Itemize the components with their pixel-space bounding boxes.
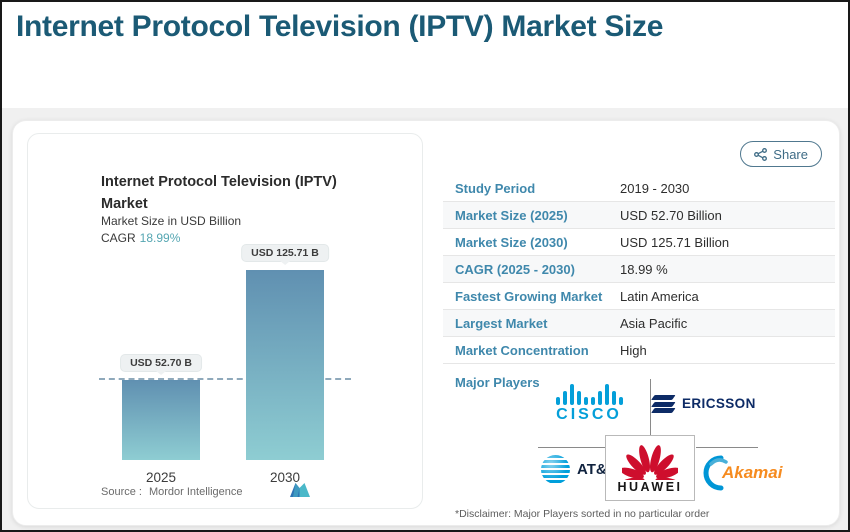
x-axis-label-2030: 2030 <box>269 470 301 485</box>
ericsson-bars-icon <box>651 393 676 415</box>
source-attribution: Source : Mordor Intelligence <box>101 486 243 498</box>
table-row: Study Period 2019 - 2030 <box>443 175 835 202</box>
market-overview-card: Internet Protocol Television (IPTV) Mark… <box>12 120 840 526</box>
table-row: CAGR (2025 - 2030) 18.99 % <box>443 256 835 283</box>
page-title: Internet Protocol Television (IPTV) Mark… <box>16 10 664 43</box>
chart-title-line2: Market <box>101 195 148 212</box>
major-players-label: Major Players <box>455 375 540 390</box>
chart-card: Internet Protocol Television (IPTV) Mark… <box>27 133 423 509</box>
table-row: Market Size (2025) USD 52.70 Billion <box>443 202 835 229</box>
table-row: Largest Market Asia Pacific <box>443 310 835 337</box>
stat-label: Market Size (2030) <box>455 234 568 250</box>
stat-label: Market Size (2025) <box>455 207 568 223</box>
stat-label: Fastest Growing Market <box>455 288 603 304</box>
ericsson-wordmark: ERICSSON <box>682 396 756 412</box>
chart-title-line1: Internet Protocol Television (IPTV) <box>101 174 337 190</box>
bar-value-label-2025: USD 52.70 B <box>121 355 201 371</box>
table-row: Market Concentration High <box>443 337 835 364</box>
table-row: Fastest Growing Market Latin America <box>443 283 835 310</box>
cagr-value: 18.99% <box>139 231 181 245</box>
reference-dashed-line <box>99 378 351 380</box>
stat-value: USD 52.70 Billion <box>620 207 722 223</box>
source-label: Source : <box>101 486 142 498</box>
bar-value-label-2030: USD 125.71 B <box>242 245 328 261</box>
stat-value: High <box>620 342 647 358</box>
table-row: Market Size (2030) USD 125.71 Billion <box>443 229 835 256</box>
source-value: Mordor Intelligence <box>148 486 243 498</box>
stat-value: 2019 - 2030 <box>620 180 690 196</box>
stat-label: Study Period <box>455 180 536 196</box>
bar-2025 <box>122 380 200 460</box>
akamai-logo: Akamai <box>701 455 782 491</box>
logo-divider-horizontal-right <box>696 447 758 448</box>
mordor-intelligence-logo-icon <box>290 483 310 497</box>
market-stats-table: Study Period 2019 - 2030 Market Size (20… <box>443 175 835 364</box>
share-button-label: Share <box>773 146 808 162</box>
cisco-wordmark: CISCO <box>556 406 622 423</box>
chart-cagr: CAGR 18.99% <box>101 231 180 245</box>
ericsson-logo: ERICSSON <box>651 393 756 415</box>
logo-divider-horizontal-left <box>538 447 605 448</box>
huawei-flower-icon <box>622 445 678 480</box>
share-icon <box>754 147 768 161</box>
stat-value: Asia Pacific <box>620 315 688 331</box>
stat-label: Largest Market <box>455 315 548 331</box>
huawei-logo: HUAWEI <box>605 435 695 501</box>
chart-subtitle: Market Size in USD Billion <box>101 214 242 228</box>
stat-value: 18.99 % <box>620 261 668 277</box>
stat-value: USD 125.71 Billion <box>620 234 730 250</box>
disclaimer-text: *Disclaimer: Major Players sorted in no … <box>455 508 710 520</box>
huawei-wordmark: HUAWEI <box>617 480 683 494</box>
bar-2030 <box>246 270 324 460</box>
chart-title: Internet Protocol Television (IPTV) Mark… <box>101 172 391 216</box>
cisco-bridge-icon <box>543 383 635 405</box>
x-axis-label-2025: 2025 <box>145 470 177 485</box>
stat-label: Market Concentration <box>455 342 589 358</box>
stat-value: Latin America <box>620 288 699 304</box>
stat-label: CAGR (2025 - 2030) <box>455 261 575 277</box>
cisco-logo: CISCO <box>543 383 635 424</box>
cagr-label: CAGR <box>101 231 136 245</box>
share-button[interactable]: Share <box>740 141 822 167</box>
akamai-wave-icon <box>703 455 728 491</box>
att-globe-icon <box>541 455 570 484</box>
akamai-wordmark: Akamai <box>722 463 783 482</box>
logo-divider-vertical <box>650 379 651 435</box>
bar-chart: USD 52.70 B 2025 USD 125.71 B 2030 <box>99 244 375 485</box>
